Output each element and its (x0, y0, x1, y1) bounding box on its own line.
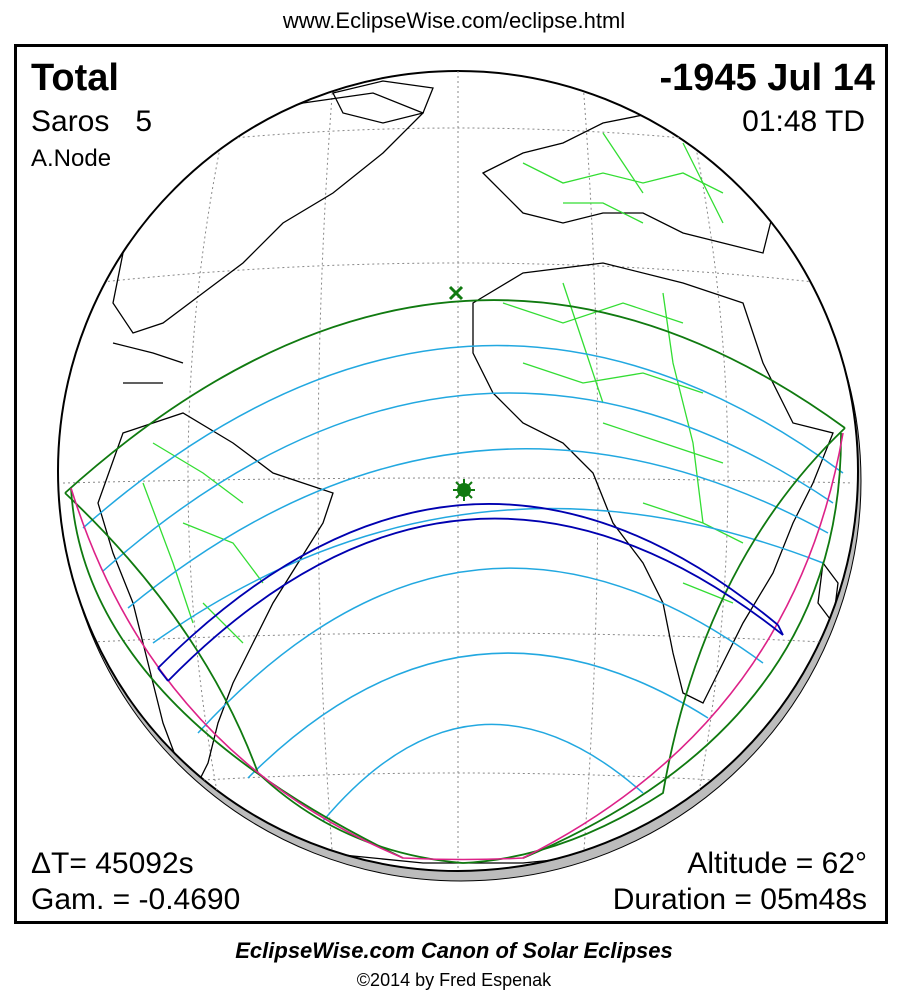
umbral-path (157, 503, 784, 682)
south-america-outline (97, 412, 334, 795)
caribbean-outline (112, 342, 184, 384)
altitude: Altitude = 62° (687, 847, 867, 880)
x-mark-icon (448, 285, 464, 301)
eclipse-date: -1945 Jul 14 (659, 57, 875, 99)
north-america-outline (112, 92, 425, 334)
globe-map (57, 70, 862, 882)
greenland-outline (332, 80, 434, 124)
site-url: www.EclipseWise.com/eclipse.html (282, 8, 626, 33)
penumbral-limits (64, 299, 846, 864)
partial-eclipse-curves (82, 344, 844, 822)
africa-outline (472, 262, 834, 704)
node-label: A.Node (31, 145, 112, 172)
eclipse-time: 01:48 TD (742, 105, 865, 138)
europe-outline (481, 112, 774, 254)
duration: Duration = 05m48s (612, 883, 867, 916)
political-borders (142, 132, 744, 644)
graticule (62, 71, 854, 871)
footer-title: EclipseWise.com Canon of Solar Eclipses (235, 938, 673, 963)
eclipse-map-frame: Total Saros 5 A.Node -1945 Jul 14 01:48 T… (14, 44, 888, 924)
footer-copyright: ©2014 by Fred Espenak (356, 970, 552, 990)
saros-line: Saros 5 (31, 105, 152, 139)
delta-t: ΔT= 45092s (31, 847, 194, 880)
gamma: Gam. = -0.4690 (31, 883, 241, 916)
saros-number: 5 (135, 105, 153, 138)
sun-star-icon (453, 479, 475, 501)
eclipse-type: Total (31, 57, 119, 99)
saros-label: Saros (31, 105, 110, 138)
